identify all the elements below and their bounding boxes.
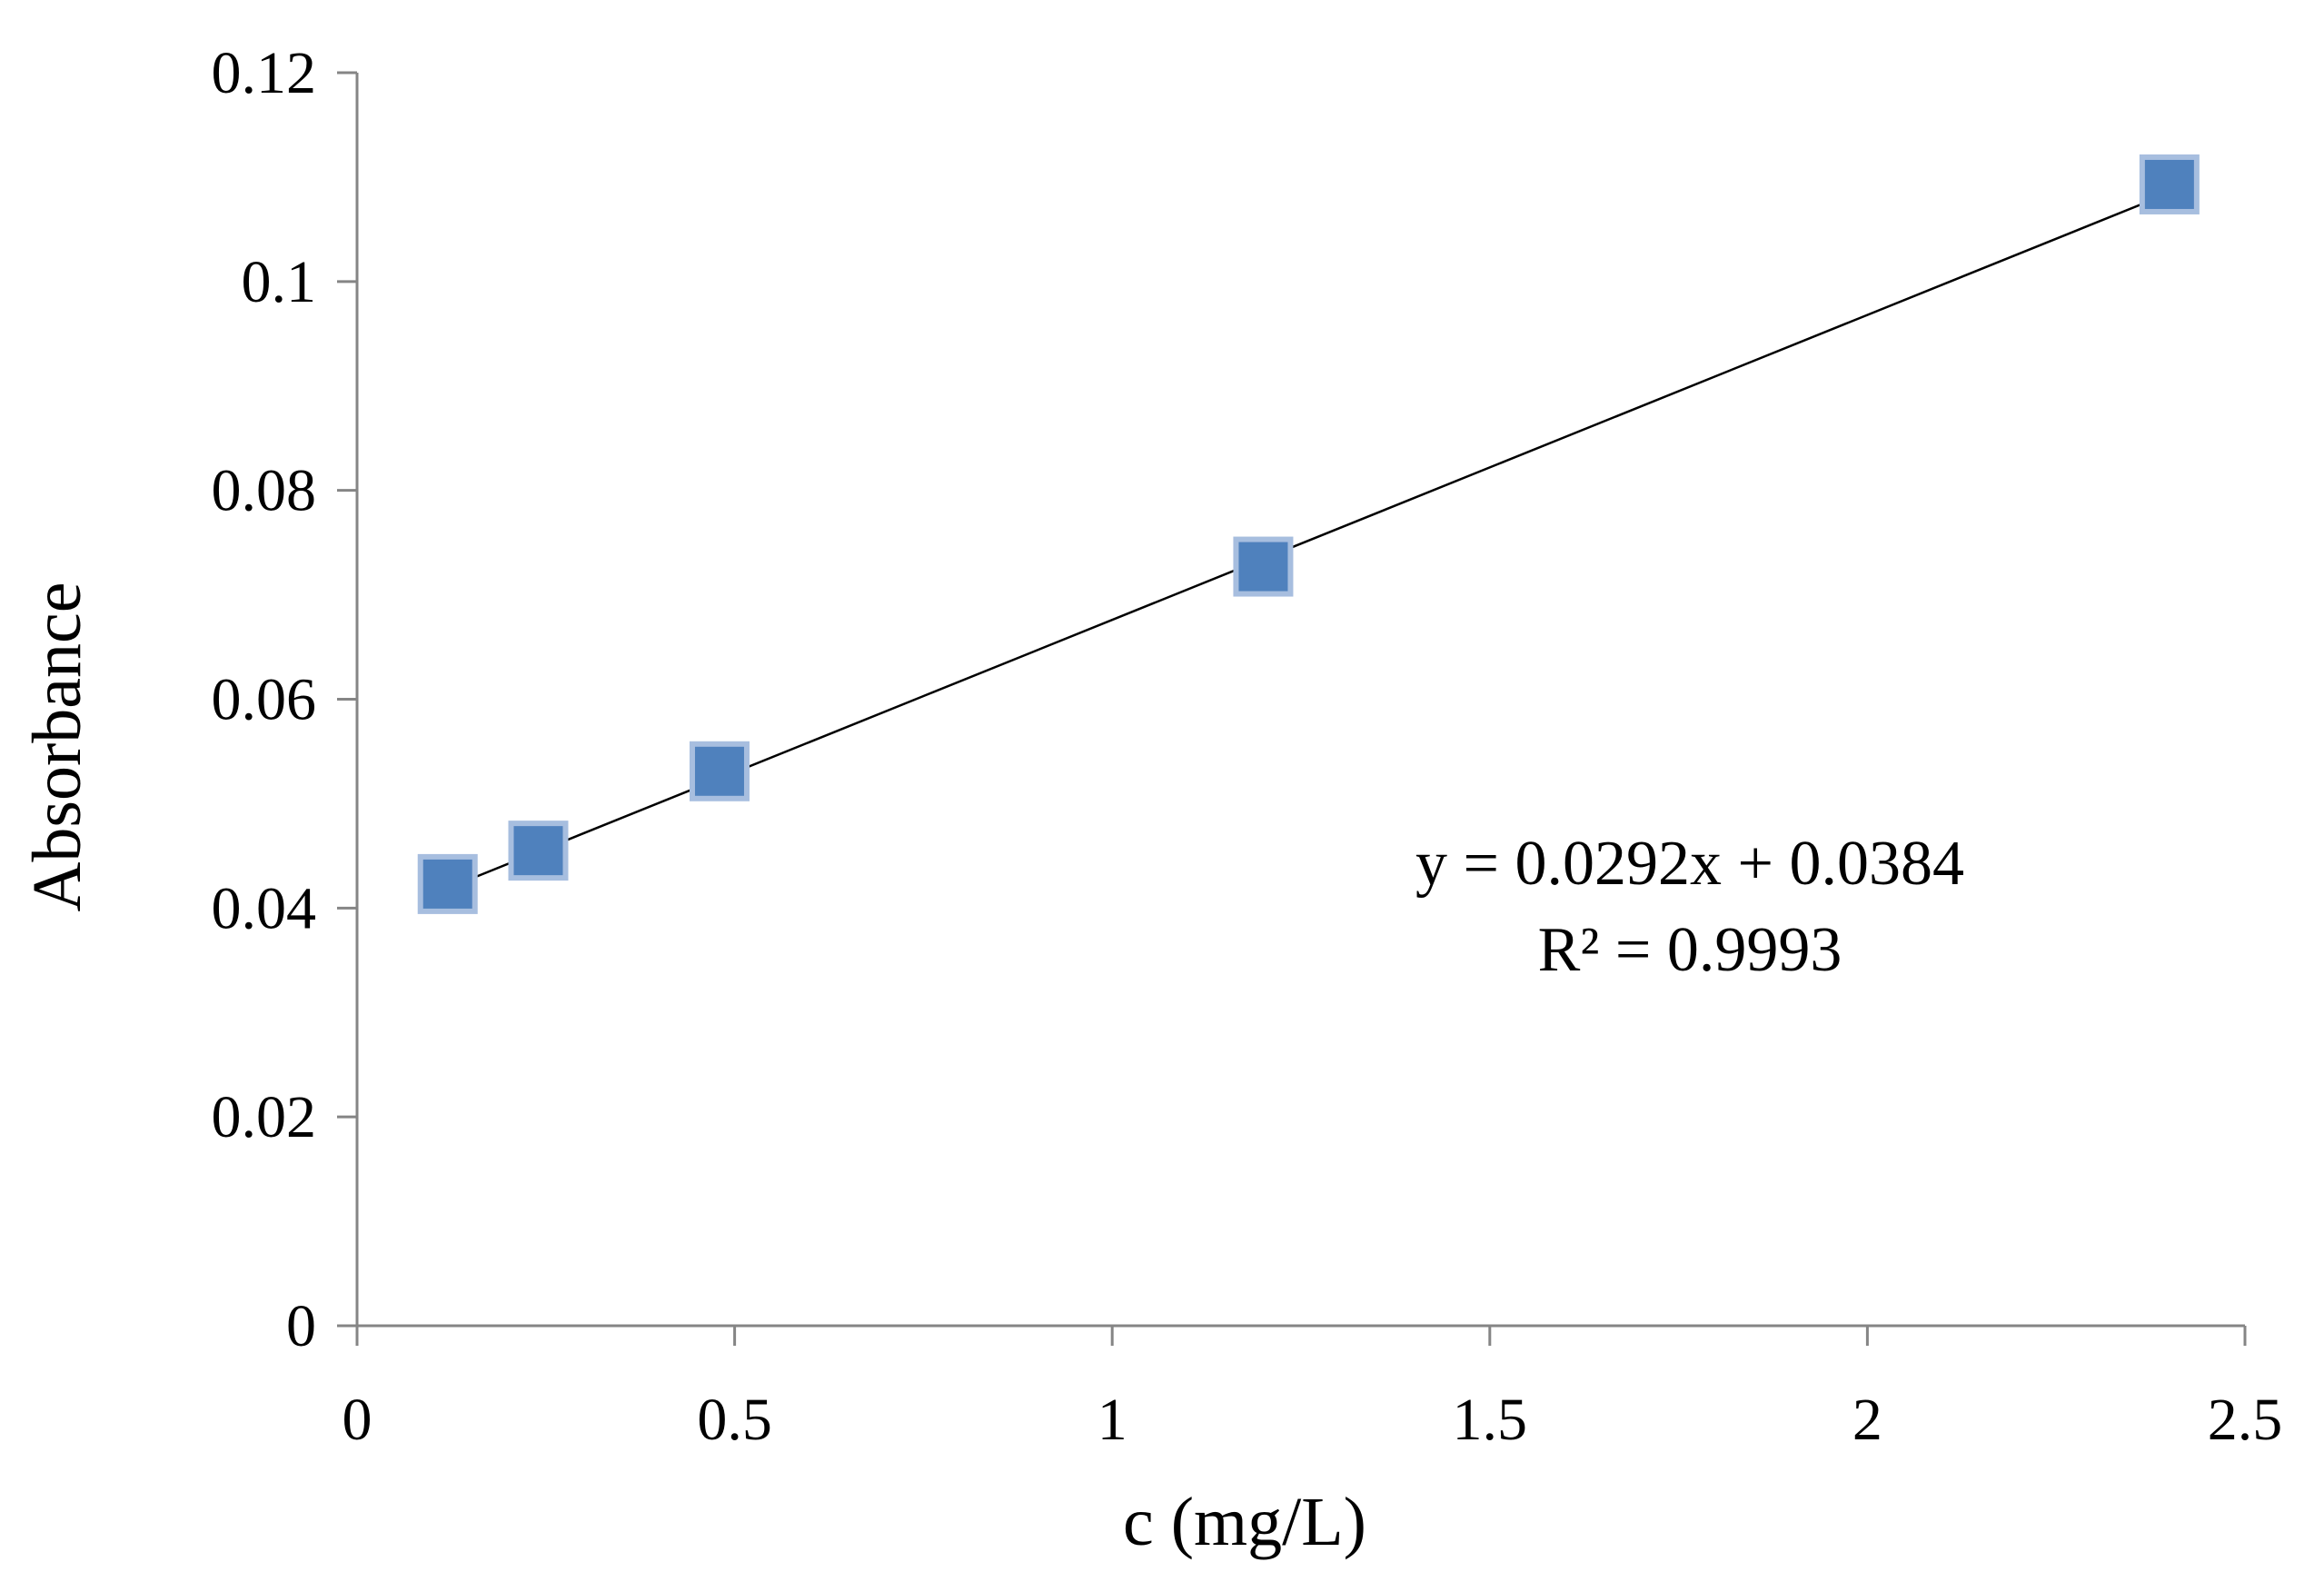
- data-point: [417, 853, 478, 914]
- trendline-r2-text: R² = 0.9993: [1538, 915, 1842, 985]
- tick-labels: 0 0.5 1 1.5 2 2.5 0 0.02 0.04 0.06 0.08 0.1 0.12: [212, 40, 2283, 1453]
- y-axis-title: Absorbance: [19, 582, 95, 912]
- y-tick-label: 0.1: [242, 249, 317, 315]
- y-tick-label: 0.02: [212, 1084, 317, 1150]
- data-point: [2139, 154, 2200, 214]
- data-points: [417, 154, 2200, 914]
- y-tick-label: 0.08: [212, 458, 317, 524]
- axes: [337, 71, 2247, 1346]
- trendline-equation: y = 0.0292x + 0.0384 R² = 0.9993: [1415, 829, 1964, 985]
- x-tick-label: 0: [343, 1387, 372, 1453]
- x-tick-label: 0.5: [697, 1387, 772, 1453]
- data-point: [1233, 536, 1294, 597]
- x-tick-label: 2.5: [2208, 1387, 2283, 1453]
- x-tick-label: 1.5: [1453, 1387, 1528, 1453]
- data-point: [689, 741, 750, 801]
- y-tick-label: 0: [286, 1293, 316, 1359]
- y-tick-label: 0.12: [212, 40, 317, 106]
- x-tick-label: 2: [1852, 1387, 1882, 1453]
- data-point: [508, 821, 569, 881]
- x-axis-title: c (mg/L): [1123, 1484, 1366, 1560]
- x-tick-label: 1: [1097, 1387, 1127, 1453]
- y-tick-label: 0.06: [212, 667, 317, 733]
- trendline-equation-text: y = 0.0292x + 0.0384: [1415, 829, 1964, 899]
- y-tick-label: 0.04: [212, 875, 317, 941]
